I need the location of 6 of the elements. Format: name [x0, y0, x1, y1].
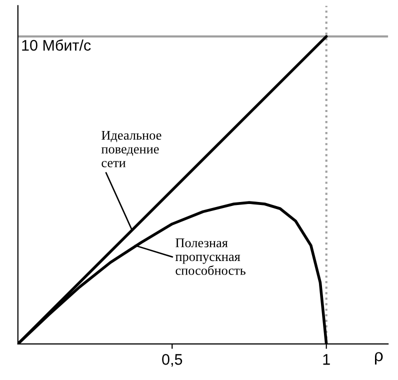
- annotation: Полезная пропускная способность: [175, 238, 246, 275]
- ref-line-label: 10 Мбит/с: [22, 39, 91, 51]
- x-tick-label: 0,5: [162, 354, 182, 367]
- x-tick-label: 1: [323, 354, 330, 365]
- annotation: Идеальное поведение сети: [101, 130, 162, 168]
- x-axis-title: ρ: [375, 352, 383, 365]
